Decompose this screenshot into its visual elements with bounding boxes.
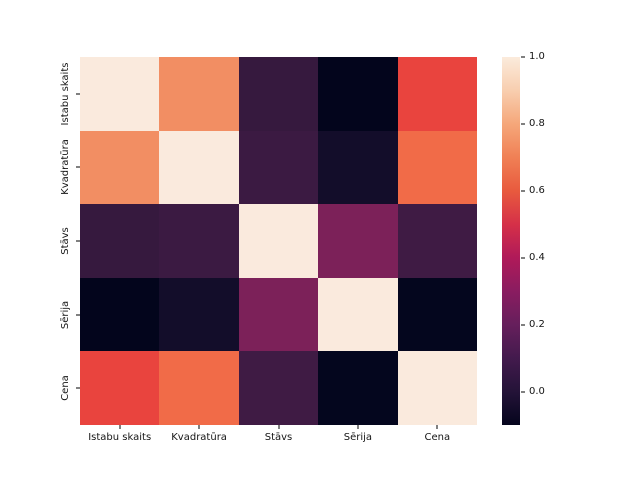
heatmap-cell-Kvadratūra-Kvadratūra [159, 130, 239, 205]
x-tick-mark [357, 425, 359, 429]
x-tick-mark [198, 425, 200, 429]
y-tick-label: Cena [60, 375, 71, 401]
colorbar-tick-mark [521, 324, 525, 326]
heatmap-cell-Cena-Istabu skaits [80, 351, 160, 425]
colorbar-tick-mark [521, 56, 525, 58]
heatmap-cell-Sērija-Istabu skaits [80, 277, 160, 352]
colorbar-tick-mark [521, 257, 525, 259]
heatmap-cell-Stāvs-Kvadratūra [159, 204, 239, 278]
x-tick-label: Kvadratūra [171, 432, 227, 443]
heatmap-cell-Stāvs-Cena [397, 204, 477, 278]
heatmap-cell-Stāvs-Istabu skaits [80, 204, 160, 278]
heatmap-grid [80, 57, 477, 425]
y-tick-label: Istabu skaits [60, 62, 71, 126]
heatmap-cell-Cena-Cena [397, 351, 477, 425]
y-tick-label: Kvadratūra [60, 139, 71, 196]
colorbar-tick-mark [521, 190, 525, 192]
x-tick-mark [119, 425, 121, 429]
heatmap-cell-Istabu skaits-Cena [397, 57, 477, 131]
heatmap-cell-Kvadratūra-Istabu skaits [80, 130, 160, 205]
heatmap-cell-Stāvs-Sērija [318, 204, 398, 278]
colorbar [502, 57, 520, 425]
heatmap-cell-Kvadratūra-Cena [397, 130, 477, 205]
colorbar-tick-label: 0.0 [529, 385, 545, 397]
y-tick-mark [76, 166, 80, 168]
heatmap-cell-Kvadratūra-Sērija [318, 130, 398, 205]
y-tick-label: Sērija [60, 300, 71, 329]
heatmap-cell-Sērija-Cena [397, 277, 477, 352]
colorbar-tick-mark [521, 123, 525, 125]
y-tick-mark [76, 314, 80, 316]
heatmap-cell-Sērija-Stāvs [238, 277, 319, 352]
x-tick-label: Sērija [343, 432, 373, 443]
heatmap-cell-Istabu skaits-Sērija [318, 57, 398, 131]
y-tick-mark [76, 240, 80, 242]
colorbar-tick-label: 0.8 [529, 117, 545, 129]
heatmap-cell-Cena-Stāvs [238, 351, 319, 425]
heatmap-cell-Istabu skaits-Kvadratūra [159, 57, 239, 131]
y-tick-label: Stāvs [60, 227, 71, 255]
heatmap-cell-Cena-Kvadratūra [159, 351, 239, 425]
heatmap-cell-Istabu skaits-Istabu skaits [80, 57, 160, 131]
heatmap-cell-Sērija-Sērija [318, 277, 398, 352]
y-tick-mark [76, 387, 80, 389]
x-tick-label: Cena [424, 432, 451, 443]
heatmap-cell-Cena-Sērija [318, 351, 398, 425]
x-tick-mark [436, 425, 438, 429]
colorbar-tick-label: 0.4 [529, 251, 545, 263]
heatmap-cell-Sērija-Kvadratūra [159, 277, 239, 352]
x-tick-label: Istabu skaits [88, 432, 152, 443]
heatmap-cell-Kvadratūra-Stāvs [238, 130, 319, 205]
heatmap-cell-Stāvs-Stāvs [238, 204, 319, 278]
colorbar-tick-mark [521, 391, 525, 393]
x-tick-mark [278, 425, 279, 429]
colorbar-tick-label: 0.2 [529, 318, 545, 330]
heatmap-cell-Istabu skaits-Stāvs [238, 57, 319, 131]
colorbar-tick-label: 0.6 [529, 184, 545, 196]
x-tick-label: Stāvs [264, 432, 293, 443]
colorbar-tick-label: 1.0 [529, 51, 545, 62]
y-tick-mark [76, 93, 80, 95]
